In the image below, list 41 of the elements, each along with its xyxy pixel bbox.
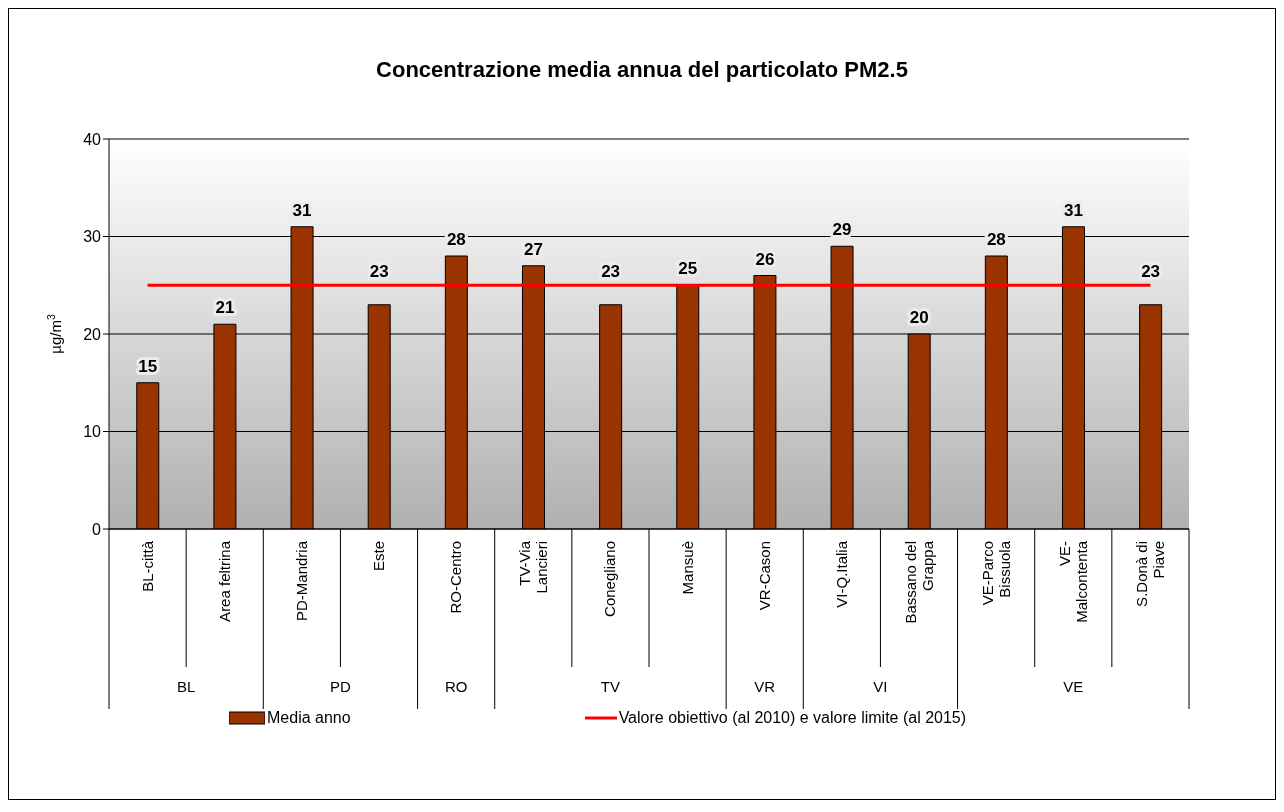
x-tick-label: PD-Mandria (292, 540, 310, 622)
data-label: 15 (138, 356, 158, 376)
x-tick-label: S.Donà di Piave (1132, 541, 1167, 607)
data-label: 23 (601, 262, 621, 282)
y-tick-label: 10 (83, 423, 102, 441)
x-tick-label: Bassano del Grappa (901, 540, 936, 624)
x-tick-label: Area feltrina (215, 540, 233, 622)
text: TV (600, 678, 621, 695)
y-tick-label: 0 (92, 520, 102, 538)
legend-label: Media anno (267, 709, 351, 727)
y-tick-label: 30 (83, 228, 102, 246)
x-tick-label: RO-Centro (447, 541, 465, 614)
x-tick-label: VI-Q.Italia (832, 540, 850, 608)
data-label: 23 (1141, 262, 1161, 282)
legend-label: Valore obiettivo (al 2010) e valore limite (al 2015) (618, 709, 967, 727)
text: VI (873, 678, 888, 695)
x-tick-label: Mansuè (678, 541, 696, 595)
data-label: 31 (292, 200, 312, 220)
data-label: 20 (909, 308, 929, 327)
data-label: 26 (755, 249, 775, 269)
y-tick-label: 20 (83, 325, 102, 343)
data-label: 25 (678, 259, 698, 279)
x-tick-label: VE-Malcontenta (1055, 540, 1090, 623)
data-label: 31 (1064, 200, 1083, 220)
x-tick-label: VE-Parco Bissuola (978, 540, 1013, 606)
x-tick-label: BL-città (138, 540, 156, 592)
text: PD (330, 678, 352, 695)
data-label: 27 (524, 239, 543, 259)
x-tick-label: Conegliano (601, 541, 619, 617)
data-label: 23 (369, 262, 389, 282)
data-label: 21 (215, 298, 235, 318)
text: VR (754, 678, 776, 695)
y-tick-label: 40 (83, 130, 102, 148)
x-tick-label: VR-Cason (755, 541, 773, 611)
text: VE (1063, 678, 1084, 695)
text: RO (444, 678, 468, 695)
text: BL (176, 678, 196, 695)
x-tick-label: Este (370, 541, 387, 572)
chart-title: Concentrazione media annua del particolato PM2.5 (375, 57, 909, 83)
data-label: 29 (832, 220, 852, 240)
x-tick-label: TV-Via Lancieri (515, 540, 550, 594)
